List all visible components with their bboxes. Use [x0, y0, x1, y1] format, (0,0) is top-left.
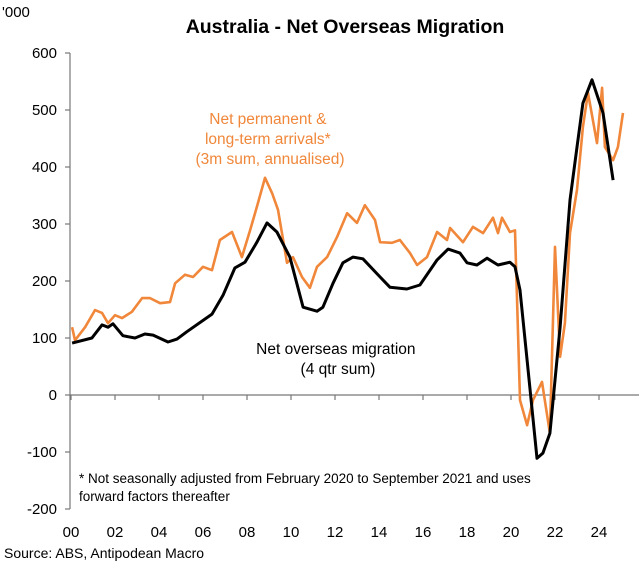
orange-label-line-2: long-term arrivals* — [205, 131, 331, 148]
x-tick-label: 12 — [327, 524, 344, 541]
x-tick-label: 14 — [371, 524, 388, 541]
x-tick-label: 00 — [63, 524, 80, 541]
net-overseas-migration-line — [71, 78, 615, 460]
x-tick-label: 20 — [503, 524, 520, 541]
x-tick-label: 18 — [459, 524, 476, 541]
y-tick-label: -200 — [27, 501, 57, 518]
black-label-line-1: Net overseas migration — [256, 341, 415, 358]
x-tick-label: 22 — [547, 524, 564, 541]
y-tick-label: 0 — [49, 387, 57, 404]
footnote: * Not seasonally adjusted from February … — [79, 471, 535, 504]
axes: -200 -100 0 100 200 300 400 500 600 00 02 04 06 08 10 1… — [27, 45, 639, 541]
y-tick-label: 400 — [32, 159, 57, 176]
source-note: Source: ABS, Antipodean Macro — [4, 545, 204, 561]
y-tick-label: 100 — [32, 330, 57, 347]
y-tick-label: 600 — [32, 45, 57, 62]
footnote-line-2: forward factors thereafter — [79, 489, 230, 504]
x-tick-label: 02 — [107, 524, 124, 541]
orange-label-line-1: Net permanent & — [209, 111, 327, 128]
orange-label-line-3: (3m sum, annualised) — [195, 151, 344, 168]
series-lines — [70, 78, 625, 460]
black-label-line-2: (4 qtr sum) — [301, 361, 376, 378]
y-tick-label: -100 — [27, 444, 57, 461]
chart-title: Australia - Net Overseas Migration — [186, 16, 505, 38]
x-tick-label: 10 — [283, 524, 300, 541]
x-tick-label: 24 — [591, 524, 608, 541]
black-series-label: Net overseas migration (4 qtr sum) — [256, 341, 420, 378]
net-permanent-long-term-arrivals-line — [70, 86, 625, 435]
y-tick-label: 300 — [32, 216, 57, 233]
footnote-line-1: * Not seasonally adjusted from February … — [79, 471, 531, 486]
y-axis-unit-label: '000 — [2, 4, 30, 21]
x-tick-label: 16 — [415, 524, 432, 541]
x-tick-label: 04 — [151, 524, 168, 541]
x-tick-label: 08 — [239, 524, 256, 541]
y-tick-label: 500 — [32, 102, 57, 119]
y-tick-label: 200 — [32, 273, 57, 290]
orange-series-label: Net permanent & long-term arrivals* (3m … — [195, 111, 344, 168]
x-tick-label: 06 — [195, 524, 212, 541]
